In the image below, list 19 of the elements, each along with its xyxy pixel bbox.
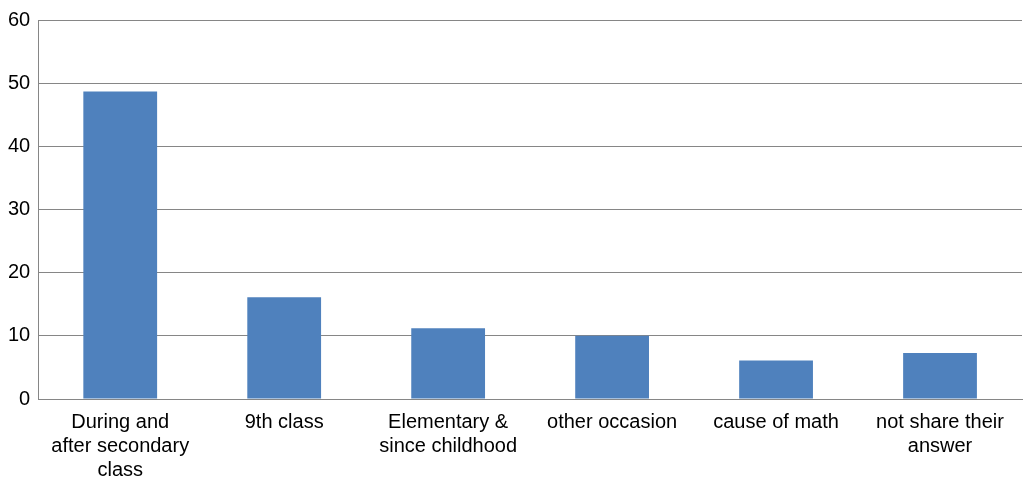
y-tick-label: 30	[8, 197, 31, 220]
x-tick-label: During and after secondary class	[51, 409, 190, 480]
bar	[83, 91, 158, 399]
x-tick-label: other occasion	[547, 409, 678, 432]
x-tick-label: Elementary & since childhood	[379, 409, 518, 456]
bar	[903, 352, 977, 399]
x-tick-label: not share their answer	[876, 409, 1005, 456]
y-tick-label: 0	[19, 386, 31, 409]
bar	[247, 297, 322, 399]
y-tick-label: 10	[8, 323, 31, 346]
x-tick-label: cause of math	[713, 409, 839, 432]
bar	[575, 335, 649, 399]
y-tick-label: 40	[8, 133, 31, 156]
y-tick-label: 50	[8, 70, 31, 93]
bar	[739, 360, 813, 399]
y-tick-label: 60	[8, 7, 31, 30]
x-tick-label: 9th class	[244, 409, 324, 432]
y-tick-label: 20	[8, 260, 31, 283]
bar	[411, 328, 486, 399]
